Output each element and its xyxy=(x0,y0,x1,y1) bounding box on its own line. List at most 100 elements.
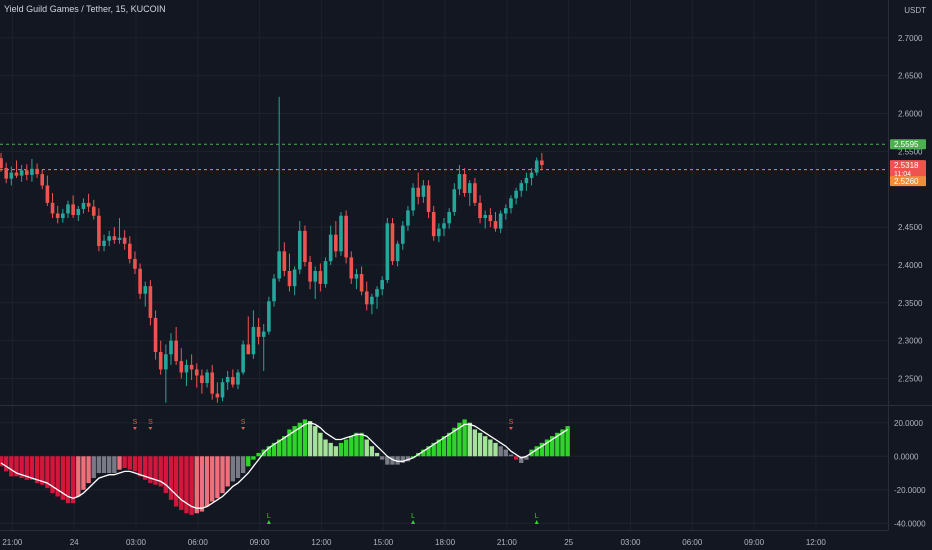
histogram-bar xyxy=(34,456,40,484)
candle xyxy=(297,230,302,270)
candle xyxy=(143,286,148,294)
candle xyxy=(24,170,29,175)
grid xyxy=(0,0,888,530)
histogram-bar xyxy=(251,456,256,460)
candle xyxy=(498,213,503,229)
candle xyxy=(251,327,256,355)
histogram-bar xyxy=(117,456,122,470)
candle xyxy=(375,289,379,297)
histogram-bar xyxy=(313,426,318,457)
candle xyxy=(504,208,508,214)
candle xyxy=(467,183,472,194)
candle xyxy=(308,261,312,282)
histogram-bar xyxy=(240,456,246,474)
histogram-bar xyxy=(359,432,364,457)
price-axis-tick: 2.7000 xyxy=(898,34,923,43)
histogram-bar xyxy=(158,456,163,487)
histogram-bar xyxy=(127,456,132,470)
time-axis-tick: 12:00 xyxy=(806,538,827,547)
histogram-bar xyxy=(534,446,539,457)
histogram-bar xyxy=(184,456,189,514)
histogram-bar xyxy=(452,427,457,457)
candle xyxy=(189,364,194,370)
candle xyxy=(370,296,374,305)
candles xyxy=(0,96,544,403)
candle xyxy=(107,236,111,241)
histogram-bar xyxy=(400,456,405,463)
histogram-bar xyxy=(199,456,205,512)
histogram-bar xyxy=(96,456,102,474)
candle xyxy=(158,352,163,370)
histogram-bar xyxy=(519,456,524,463)
candle xyxy=(231,376,235,385)
histogram-bar xyxy=(107,456,112,474)
histogram-bar xyxy=(374,452,380,457)
candle xyxy=(4,168,8,179)
price-label-value: 2.5260 xyxy=(894,177,919,186)
candle xyxy=(390,223,395,262)
histogram-bar xyxy=(101,456,107,474)
price-axis-tick: 2.3000 xyxy=(898,337,923,346)
candle xyxy=(164,354,168,370)
histogram-bar xyxy=(91,456,96,479)
candle xyxy=(400,225,405,244)
histogram-bar xyxy=(282,436,287,457)
candle xyxy=(473,183,477,203)
histogram-bar xyxy=(390,456,395,465)
histogram-bar xyxy=(168,456,174,500)
histogram-bar xyxy=(457,422,462,457)
candle xyxy=(344,215,348,258)
histogram-bar xyxy=(276,439,282,457)
price-axis-tick: 2.6500 xyxy=(898,72,923,81)
candle xyxy=(122,237,127,244)
osc-axis-tick: 20.0000 xyxy=(894,419,923,428)
candle xyxy=(14,172,19,176)
candle xyxy=(442,223,446,229)
histogram-bar xyxy=(70,456,76,504)
histogram-bar xyxy=(19,456,24,479)
candle xyxy=(318,271,323,284)
candle xyxy=(483,214,488,219)
signal-marker-short: S xyxy=(133,419,138,426)
time-axis-tick: 03:00 xyxy=(126,538,147,547)
histogram-bar xyxy=(421,449,426,457)
candle xyxy=(421,185,426,197)
osc-axis-tick: 0.0000 xyxy=(894,452,919,461)
candle xyxy=(256,327,261,337)
candle xyxy=(354,274,359,279)
candle xyxy=(200,375,204,384)
candle xyxy=(40,174,45,186)
candle xyxy=(210,372,215,394)
signal-marker-short: S xyxy=(509,419,514,426)
histogram-bar xyxy=(405,456,411,462)
candle xyxy=(205,372,209,384)
candle xyxy=(184,364,189,373)
candle xyxy=(493,221,498,229)
candle xyxy=(225,376,230,383)
candle xyxy=(102,240,106,247)
candle xyxy=(241,344,245,373)
histogram-bar xyxy=(462,419,467,457)
histogram-bar xyxy=(287,429,292,457)
candle xyxy=(406,210,410,226)
histogram-bar xyxy=(426,446,431,457)
histogram-bar xyxy=(555,432,560,457)
candle xyxy=(488,214,493,222)
histogram-bar xyxy=(194,456,199,514)
candle xyxy=(220,382,225,398)
histogram-bar xyxy=(210,456,215,502)
time-axis-tick: 25 xyxy=(564,538,573,547)
candle xyxy=(437,228,441,237)
price-label-box xyxy=(890,139,926,150)
histogram-bar xyxy=(343,439,349,457)
histogram-bar xyxy=(40,456,45,485)
histogram-bar xyxy=(24,456,29,480)
price-axis-tick: 2.6000 xyxy=(898,110,923,119)
histogram-bar xyxy=(338,442,344,457)
histogram-bar xyxy=(349,436,354,457)
histogram-bar xyxy=(132,456,138,472)
time-axis-tick: 15:00 xyxy=(373,538,394,547)
candle xyxy=(447,211,451,224)
